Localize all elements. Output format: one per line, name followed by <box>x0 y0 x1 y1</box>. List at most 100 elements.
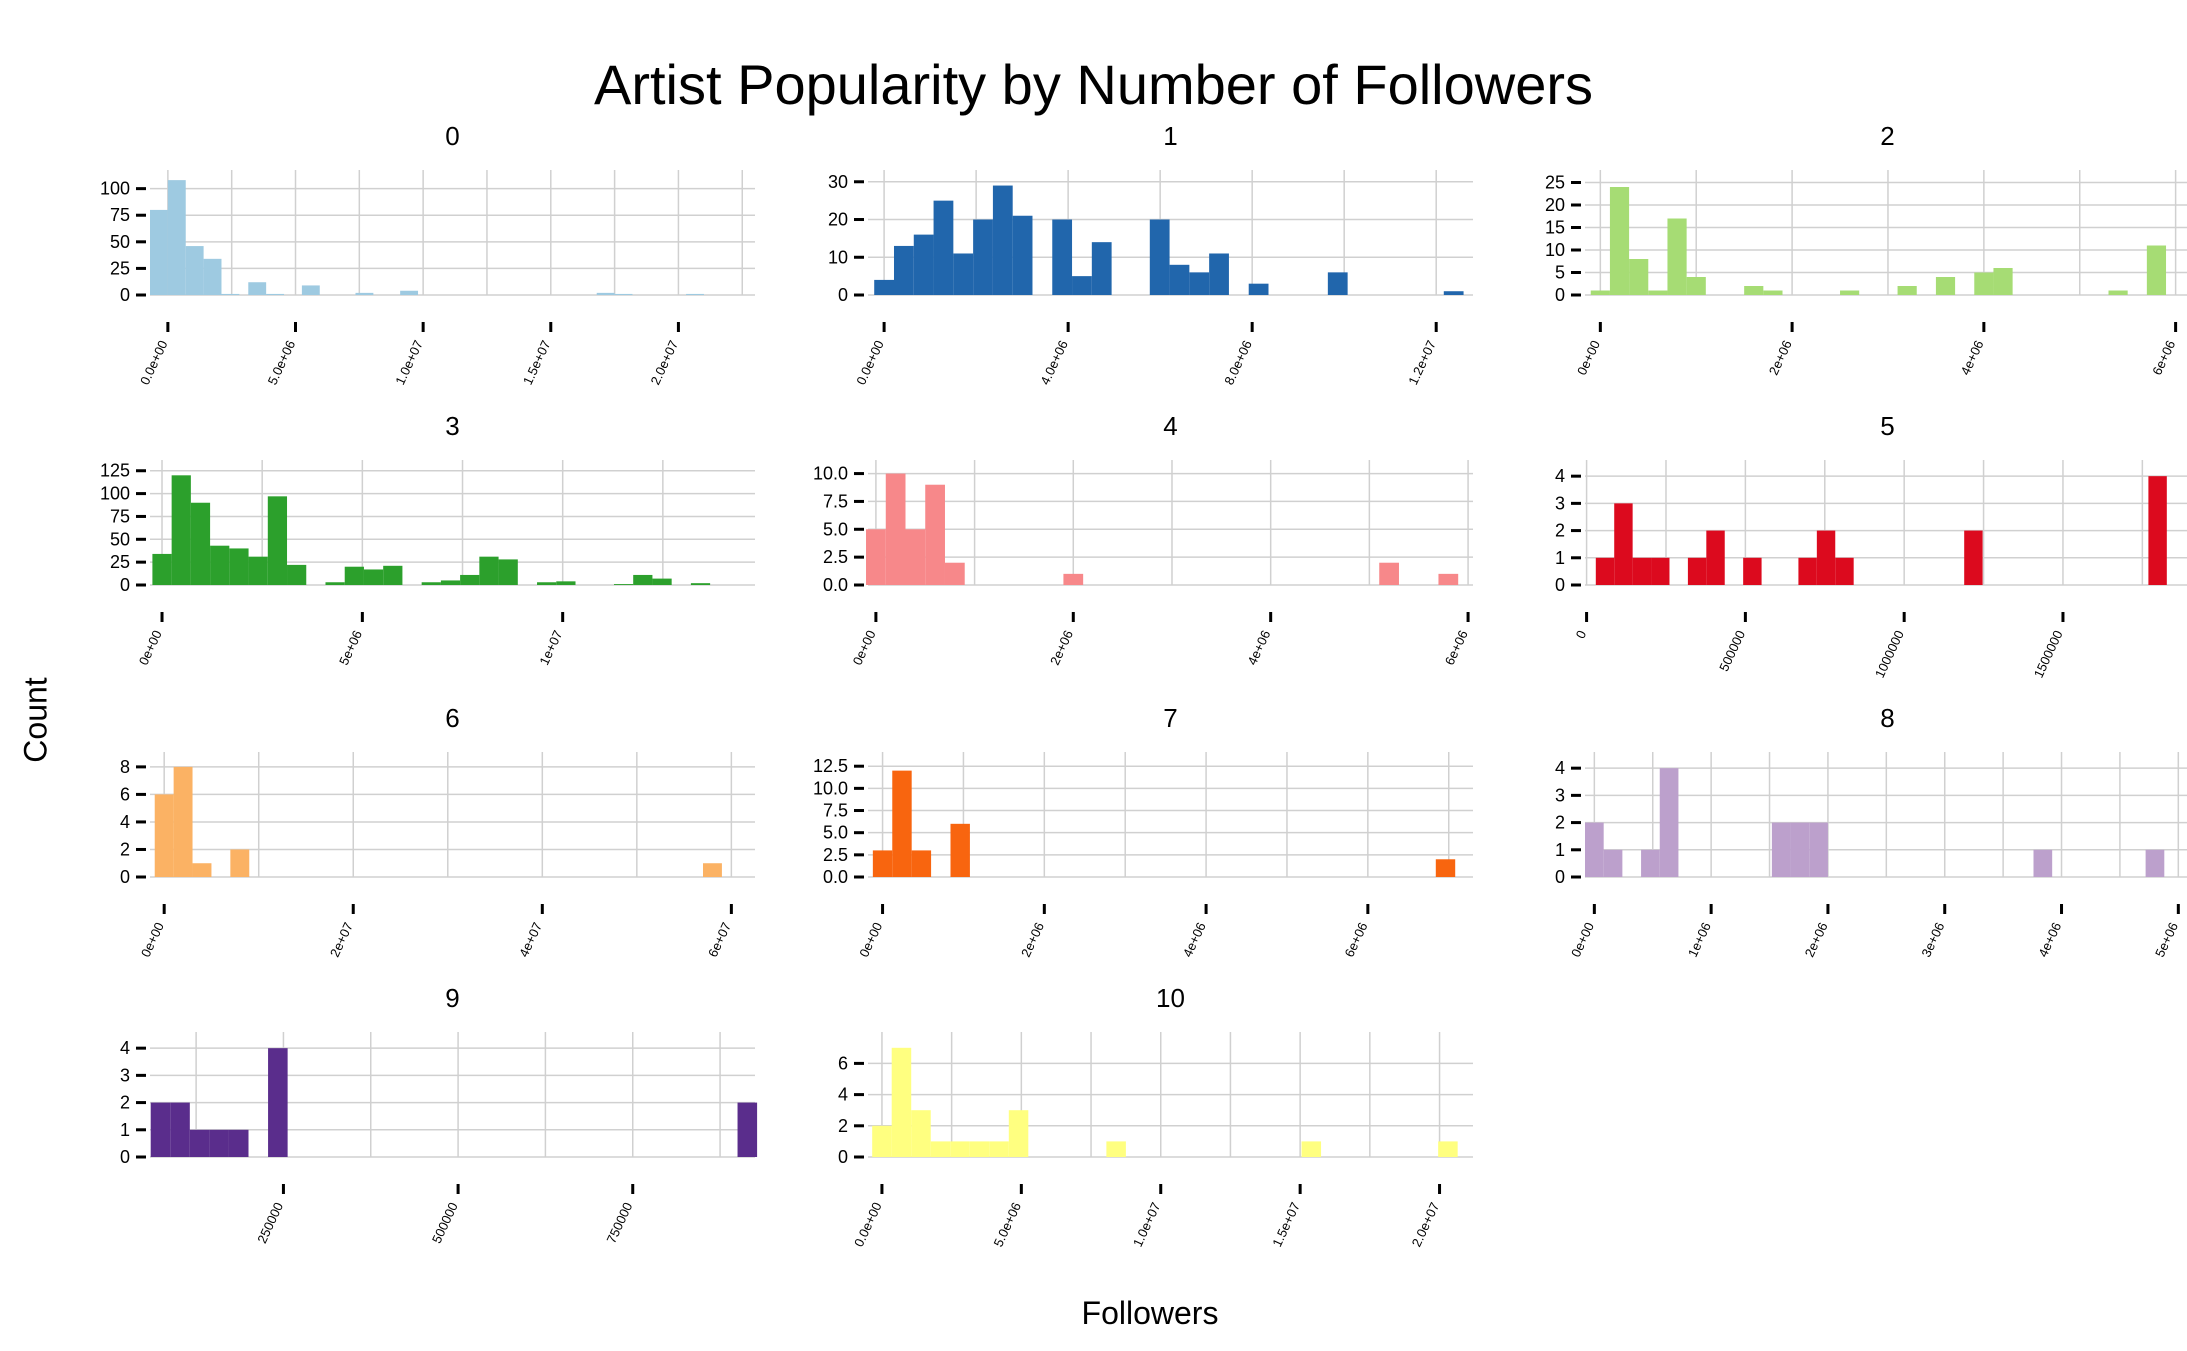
histogram-bar <box>221 293 240 295</box>
y-tick-label: 0 <box>838 285 848 305</box>
histogram-bar <box>1964 530 1983 585</box>
y-tick-label: 0 <box>120 285 130 305</box>
x-tick-label: 4e+06 <box>2035 920 2064 959</box>
y-tick-label: 10 <box>1545 240 1565 260</box>
x-tick-label: 2.0e+07 <box>1409 1200 1443 1249</box>
histogram-bar <box>1379 562 1399 585</box>
histogram-bar <box>1686 277 1706 295</box>
y-tick-label: 75 <box>110 205 130 225</box>
histogram-bar <box>171 475 191 585</box>
histogram-bar <box>1993 268 2013 295</box>
x-tick-label: 4e+06 <box>1958 338 1987 377</box>
x-tick-label: 0.0e+00 <box>853 338 887 387</box>
y-tick-label: 4 <box>838 1085 848 1105</box>
histogram-bar <box>925 484 945 585</box>
histogram-bar <box>872 1125 892 1157</box>
y-tick-label: 0 <box>120 575 130 595</box>
x-tick-label: 4e+06 <box>1180 920 1209 959</box>
histogram-bar <box>1603 849 1623 877</box>
x-tick-label: 2.0e+07 <box>648 338 682 387</box>
x-tick-label: 1.0e+07 <box>392 338 426 387</box>
histogram-bar <box>2108 290 2128 295</box>
histogram-bar <box>1614 503 1633 585</box>
facet-panel-0: 0 0 25 50 75 100 0.0e+00 5.0e+06 1.0e+07 1.5e+07 2… <box>100 121 755 387</box>
x-tick-label: 0 <box>1573 628 1590 641</box>
histogram-bar <box>911 1110 931 1157</box>
y-tick-label: 4 <box>120 1038 130 1058</box>
histogram-bar <box>2033 849 2053 877</box>
facet-title: 5 <box>1880 411 1894 441</box>
y-tick-label: 2.5 <box>823 547 848 567</box>
y-tick-label: 10.0 <box>813 464 848 484</box>
facet-panel-7: 7 0.02.55.07.5 10.012.5 0e+00 2e+06 4e+06 6e+0… <box>813 703 1473 959</box>
x-tick-label: 500000 <box>429 1200 461 1246</box>
y-tick-label: 0 <box>120 867 130 887</box>
y-tick-label: 0 <box>1555 575 1565 595</box>
histogram-bar <box>173 766 193 877</box>
histogram-bar <box>737 1102 758 1157</box>
chart-title: Artist Popularity by Number of Followers <box>593 53 1593 116</box>
histogram-bar <box>930 1141 951 1157</box>
y-tick-label: 125 <box>100 461 130 481</box>
histogram-bar <box>1629 259 1649 295</box>
x-tick-label: 0.0e+00 <box>137 338 171 387</box>
histogram-bar <box>1935 277 1956 295</box>
histogram-bar <box>893 245 914 295</box>
facet-title: 7 <box>1163 703 1177 733</box>
facet-panel-6: 6 0 2 4 6 8 0e+00 2e+07 4e+07 6e+07 <box>120 703 755 959</box>
histogram-bar <box>1667 218 1687 295</box>
y-tick-label: 7.5 <box>823 801 848 821</box>
y-tick-label: 0 <box>120 1147 130 1167</box>
x-tick-label: 0e+00 <box>856 920 885 959</box>
x-tick-label: 1.2e+07 <box>1405 338 1439 387</box>
x-tick-label: 2e+06 <box>1766 338 1795 377</box>
histogram-bar <box>652 578 672 585</box>
histogram-bar <box>363 569 384 585</box>
y-tick-label: 2 <box>1555 521 1565 541</box>
y-tick-label: 3 <box>1555 785 1565 805</box>
x-tick-label: 250000 <box>254 1200 286 1246</box>
histogram-bar <box>933 200 954 295</box>
y-tick-label: 2 <box>1555 813 1565 833</box>
y-tick-label: 25 <box>1545 173 1565 193</box>
facet-panel-5: 5 0 1 2 3 4 0 500000 1000000 1500000 <box>1555 411 2187 680</box>
histogram-bar <box>210 545 230 585</box>
y-tick-label: 30 <box>828 172 848 192</box>
histogram-bar <box>1189 272 1210 295</box>
histogram-bar <box>440 580 461 585</box>
histogram-bar <box>866 529 886 585</box>
x-tick-label: 1000000 <box>1872 628 1907 680</box>
histogram-bar <box>189 1129 210 1157</box>
facet-title: 8 <box>1880 703 1894 733</box>
facet-title: 9 <box>445 983 459 1013</box>
histogram-bar <box>266 293 285 295</box>
histogram-bar <box>1301 1141 1322 1157</box>
histogram-bar <box>989 1141 1009 1157</box>
y-tick-label: 50 <box>110 529 130 549</box>
histogram-bar <box>1327 272 1348 295</box>
y-tick-label: 5 <box>1555 263 1565 283</box>
x-tick-label: 500000 <box>1716 628 1748 674</box>
y-tick-label: 25 <box>110 258 130 278</box>
x-tick-label: 0e+00 <box>138 920 167 959</box>
x-tick-label: 0e+00 <box>1568 920 1597 959</box>
x-tick-label: 750000 <box>604 1200 636 1246</box>
x-tick-label: 2e+06 <box>1047 628 1076 667</box>
x-tick-label: 1.0e+07 <box>1130 1200 1164 1249</box>
histogram-bar <box>1595 557 1615 585</box>
histogram-bar <box>150 209 168 295</box>
y-tick-label: 4 <box>120 812 130 832</box>
y-tick-label: 1 <box>1555 548 1565 568</box>
y-tick-label: 5.0 <box>823 519 848 539</box>
facet-panel-4: 4 0.0 2.5 5.0 7.5 10.0 0e+00 2e+06 4e+06 6e+06 <box>813 411 1473 667</box>
histogram-bar <box>2146 245 2167 295</box>
histogram-bar <box>950 1141 970 1157</box>
facet-title: 3 <box>445 411 459 441</box>
y-tick-label: 2 <box>838 1116 848 1136</box>
histogram-bar <box>1659 768 1679 877</box>
x-tick-label: 6e+06 <box>1442 628 1471 667</box>
histogram-bar <box>1052 219 1073 295</box>
x-tick-label: 4e+06 <box>1244 628 1273 667</box>
